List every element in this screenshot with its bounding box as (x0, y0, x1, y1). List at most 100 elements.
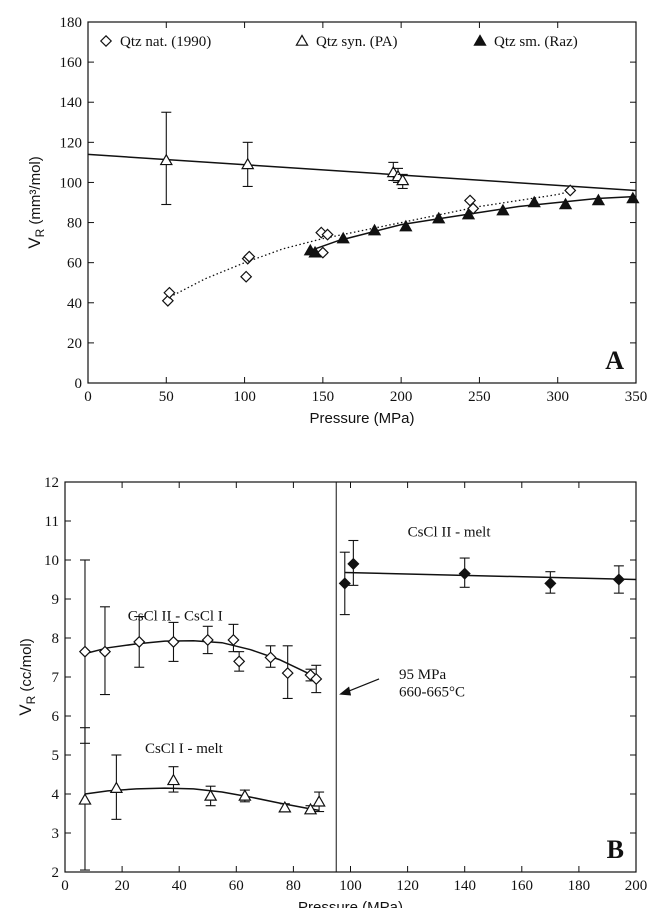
legend-label-3: Qtz sm. (Raz) (494, 34, 578, 50)
panel-a-x-tick-label: 300 (546, 389, 569, 405)
panel-b-fit-line-2 (84, 787, 320, 812)
panel-a-data-point (591, 193, 606, 206)
panel-b-x-tick-label: 60 (229, 878, 244, 894)
panel-b-data-point (78, 793, 92, 805)
panel-b-data-point (264, 651, 277, 664)
panel-a-data-point (321, 228, 334, 241)
panel-b-y-tick-label: 12 (44, 475, 59, 491)
panel-a-x-tick-label: 50 (159, 389, 174, 405)
panel-b-data-point (238, 789, 252, 801)
panel-a-data-point (367, 223, 382, 236)
label-transition-pressure: 95 MPa (399, 667, 446, 683)
panel-b-data-point (281, 667, 294, 680)
legend-marker-1 (99, 34, 113, 48)
panel-a-panel-letter: A (605, 346, 624, 375)
panel-a-y-tick-label: 180 (60, 15, 83, 31)
legend-marker-3 (473, 34, 487, 46)
panel-a-y-tick-label: 140 (60, 95, 83, 111)
panel-a-series-1 (161, 184, 577, 307)
panel-a-data-point (558, 197, 573, 210)
panel-b-y-axis-title: VR (cc/mol) (16, 638, 38, 716)
panel-b-x-tick-label: 40 (172, 878, 187, 894)
panel-a-data-point (163, 286, 176, 299)
panel-b-data-point (312, 794, 326, 807)
panel-b-panel-letter: B (607, 835, 624, 864)
panel-b-x-tick-label: 80 (286, 878, 301, 894)
panel-b-y-tick-label: 8 (52, 631, 60, 647)
panel-b-data-point (98, 645, 112, 658)
panel-a-series-2 (159, 111, 410, 206)
panel-b-data-point (544, 577, 557, 590)
label-transition-temperature: 660-665°C (399, 685, 465, 701)
panel-a-data-point (240, 270, 253, 283)
panel-b-data-point (109, 781, 124, 793)
transition-arrow-shaft (344, 678, 380, 694)
panel-b-data-point (166, 773, 181, 786)
panel-b-y-tick-label: 9 (52, 592, 60, 608)
panel-b-y-tick-label: 10 (44, 553, 59, 569)
panel-b-y-tick-label: 4 (52, 787, 60, 803)
panel-a-y-tick-label: 160 (60, 55, 83, 71)
panel-a-x-tick-label: 0 (84, 389, 92, 405)
panel-b-data-point (167, 635, 180, 648)
panel-a-y-tick-label: 100 (60, 175, 83, 191)
panel-b-y-tick-label: 2 (52, 865, 60, 881)
panel-b-data-point (304, 669, 317, 682)
panel-b-data-point (233, 655, 246, 668)
panel-a-y-tick-label: 120 (60, 135, 83, 151)
panel-b-x-tick-label: 120 (396, 878, 419, 894)
label-cscl2-cscl1: CsCl II - CsCl I (128, 608, 223, 624)
panel-a-data-point (241, 157, 255, 170)
panel-b-x-tick-label: 100 (339, 878, 362, 894)
panel-b-data-point (203, 789, 218, 801)
panel-a-series-3 (303, 191, 640, 258)
panel-a-data-point (467, 202, 480, 215)
panel-a-x-tick-label: 250 (468, 389, 491, 405)
panel-a-x-tick-label: 150 (312, 389, 335, 405)
panel-b-y-tick-label: 7 (52, 670, 60, 686)
panel-a-x-tick-label: 100 (233, 389, 256, 405)
legend-label-2: Qtz syn. (PA) (316, 34, 398, 50)
label-cscl1-melt: CsCl I - melt (145, 741, 224, 757)
panel-b-x-axis-title: Pressure (MPa) (298, 899, 403, 908)
panel-b-x-tick-label: 180 (568, 878, 591, 894)
panel-a-fit-line-2 (166, 189, 574, 300)
legend-label-1: Qtz nat. (1990) (120, 34, 211, 50)
panel-a-data-point (399, 219, 413, 232)
panel-a-chart: 0 50 100 150 200 250 300 350 0 20 40 60 80 100 120 140 1… (25, 15, 647, 427)
panel-b-y-tick-label: 11 (45, 514, 59, 530)
panel-b-y-tick-label: 6 (52, 709, 60, 725)
panel-a-data-point (527, 195, 541, 208)
panel-b-series-1 (78, 559, 323, 744)
legend-marker-2 (295, 34, 309, 46)
panel-b-data-point (310, 672, 323, 685)
panel-b-data-point (133, 635, 146, 648)
panel-b-chart: 0 20 40 60 80 100 120 140 160 180 200 2 3 4 5 6 7 8 9 10 11 1… (16, 475, 647, 908)
panel-a-fit-line-1 (87, 153, 637, 192)
panel-b-x-tick-label: 160 (511, 878, 534, 894)
panel-a-y-tick-label: 80 (67, 216, 82, 232)
panel-b-x-tick-label: 20 (115, 878, 130, 894)
panel-a-y-tick-label: 60 (67, 256, 82, 272)
panel-a-x-axis-title: Pressure (MPa) (309, 410, 414, 427)
panel-b-series-3 (338, 539, 625, 616)
panel-b-data-point (338, 577, 351, 590)
panel-b-data-point (303, 802, 318, 815)
panel-b-data-point (458, 567, 471, 580)
panel-a-y-tick-label: 0 (75, 376, 83, 392)
panel-a-fit-line-3 (310, 195, 637, 252)
panel-a-data-point (496, 203, 510, 216)
panel-b-data-point (201, 633, 214, 646)
panel-a-x-tick-label: 200 (390, 389, 413, 405)
panel-b-fit-line-3 (344, 571, 637, 581)
panel-a-data-point (159, 153, 173, 166)
panel-a-data-point (461, 207, 476, 220)
panel-b-data-point (347, 557, 360, 570)
panel-b-x-tick-label: 200 (625, 878, 648, 894)
panel-a-data-point (161, 294, 174, 307)
panel-a-data-point (626, 191, 640, 204)
panel-a-y-axis-title: VR (mm³/mol) (25, 156, 47, 249)
panel-a-data-point (336, 231, 350, 244)
panel-a-data-point (308, 245, 322, 258)
